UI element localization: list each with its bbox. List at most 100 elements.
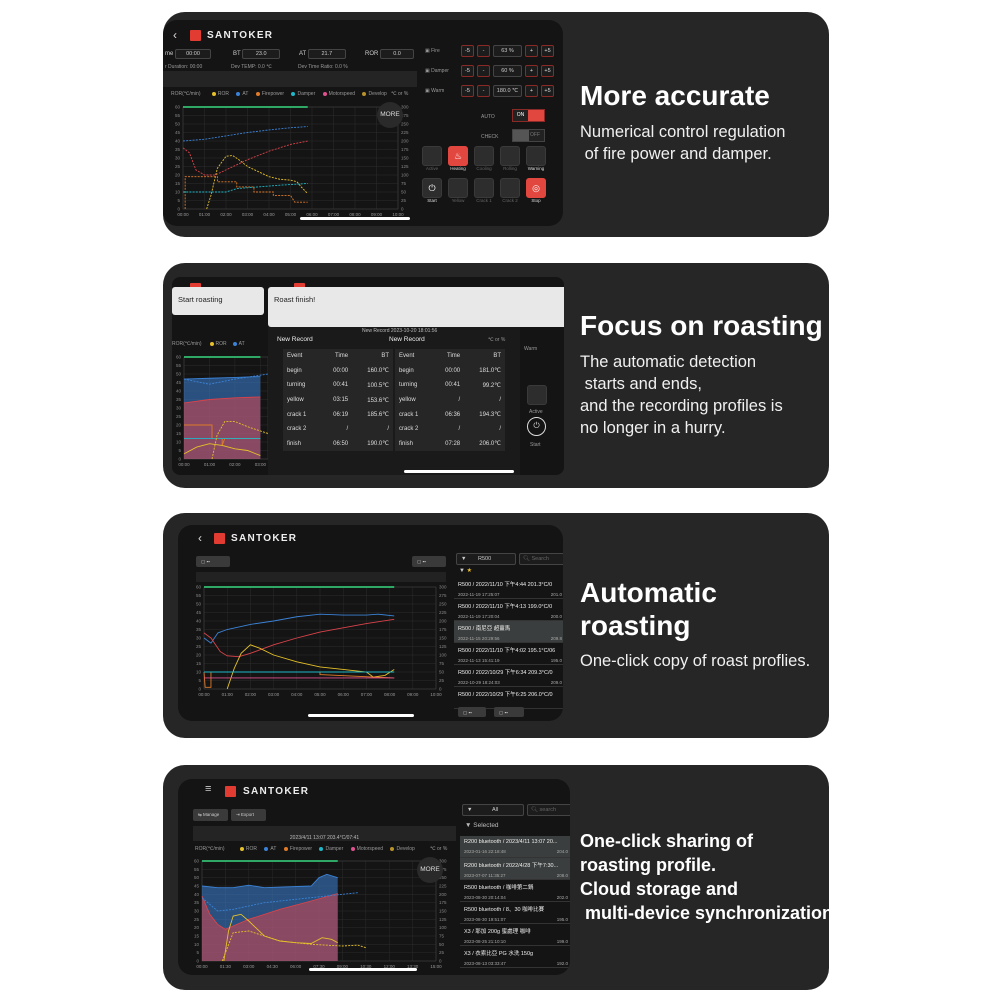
auto-toggle[interactable]: ON — [512, 109, 545, 122]
search-input[interactable]: 🔍︎ search — [527, 804, 570, 816]
minus-button[interactable]: - — [477, 85, 490, 97]
filter-dropdown[interactable]: ▼ All — [462, 804, 524, 816]
table-cell: 181.0℃ — [479, 368, 501, 375]
y-tick-label: 40 — [194, 892, 200, 897]
profile-list-item[interactable]: R500 / 2022/11/10 下午4:13 199.0°C/0 2022-1… — [454, 599, 563, 621]
app-screenshot-profiles: ‹ SANTOKER ▢ ▪▪ ▢ ▪▪ 00:00 01:00 02:00 03:0… — [178, 525, 563, 721]
profile-list-item[interactable]: R500 / 2022/11/10 下午4:02 195.1°C/06 2022-… — [454, 643, 563, 665]
table-cell: 06:36 — [445, 411, 461, 418]
profile-list-item[interactable]: R500 bluetooth / 咖啡第二鍋 2023-08-30 20:14:0… — [460, 880, 570, 902]
y-tick-label: 20 — [176, 423, 182, 428]
rolling-icon — [500, 146, 520, 166]
y-tick-label: 40 — [175, 139, 181, 144]
crack-2-button[interactable]: Crack 2 — [499, 178, 521, 203]
search-input[interactable]: 🔍︎ Search — [519, 553, 563, 565]
x-tick-label: 00:00 — [178, 462, 190, 467]
minus-button[interactable]: - — [477, 45, 490, 57]
cooling-button[interactable]: Cooling — [473, 146, 495, 171]
feature-card-automatic: ‹ SANTOKER ▢ ▪▪ ▢ ▪▪ 00:00 01:00 02:00 03:0… — [163, 513, 829, 738]
heating-button[interactable]: ♨ Heating — [447, 146, 469, 171]
plus-5-button[interactable]: +5 — [541, 85, 554, 97]
table-cell: 00:41 — [445, 382, 461, 389]
back-icon[interactable]: ‹ — [173, 28, 177, 42]
y-tick-label: 5 — [177, 198, 180, 203]
profile-list-item[interactable]: R200 bluetooth / 2022/4/28 下午7:30... 2023… — [460, 858, 570, 880]
y2-tick-label: 75 — [401, 181, 407, 186]
plus-5-button[interactable]: +5 — [541, 65, 554, 77]
table-row: turning 00:41 100.5℃ — [283, 378, 393, 393]
y-tick-label: 0 — [198, 687, 201, 692]
minus-button[interactable]: - — [477, 65, 490, 77]
x-tick-label: 06:00 — [290, 964, 302, 969]
power-icon[interactable]: ⏻ — [527, 417, 546, 436]
table-cell: turning — [287, 382, 306, 389]
table-cell: 206.0℃ — [479, 441, 501, 448]
profile-list-item[interactable]: R500 / 2022/10/29 下午6:34 209.3°C/0 2022-1… — [454, 665, 563, 687]
plus-button[interactable]: + — [525, 65, 538, 77]
profile-list-item[interactable]: R200 bluetooth / 2023/4/11 13:07 20... 20… — [460, 836, 570, 858]
y-tick-label: 45 — [176, 380, 182, 385]
profile-title: R500 / 2022/10/29 下午6:25 206.0°C/0 — [458, 692, 553, 698]
plus-button[interactable]: + — [525, 85, 538, 97]
y-tick-label: 15 — [175, 181, 181, 186]
export-button[interactable]: ⇥ Export — [231, 809, 266, 821]
feature-description: Numerical control regulation of fire pow… — [580, 123, 786, 163]
manage-button[interactable]: ⇆ Manage — [193, 809, 228, 821]
more-button[interactable]: MORE — [417, 857, 443, 883]
chart-legend: ROR(℃/min) ROR AT Firepower Damper Motor… — [171, 91, 387, 97]
x-tick-label: 03:00 — [243, 964, 255, 969]
y-tick-label: 0 — [177, 207, 180, 212]
yellow-button[interactable]: Yellow — [447, 178, 469, 203]
crack-1-button[interactable]: Crack 1 — [473, 178, 495, 203]
active-button[interactable] — [527, 385, 547, 405]
y-tick-label: 25 — [194, 917, 200, 922]
list-action-button-2[interactable]: ▢ ▪▪ — [494, 707, 524, 717]
control-value: 60 % — [493, 65, 522, 77]
active-button[interactable]: Active — [421, 146, 443, 171]
list-action-button-1[interactable]: ▢ ▪▪ — [458, 707, 486, 717]
edit-profile-button[interactable]: ▢ ▪▪ — [196, 556, 230, 567]
stop-button[interactable]: ◎ Stop — [525, 178, 547, 203]
check-toggle[interactable]: OFF — [512, 129, 545, 142]
more-button[interactable]: MORE — [377, 102, 403, 128]
profile-title: X3 / 衣索比亞 PG 水洗 150g — [464, 951, 534, 957]
y-tick-label: 10 — [196, 670, 202, 675]
plus-5-button[interactable]: +5 — [541, 45, 554, 57]
back-icon[interactable]: ‹ — [198, 531, 202, 545]
favorites-toggle[interactable]: ▼ ★ — [459, 568, 472, 574]
series-area-bt — [202, 893, 338, 961]
x-tick-label: 10:00 — [392, 212, 404, 217]
profile-list-item[interactable]: R500 / 2022/11/10 下午4:44 201.3°C/0 2022-1… — [454, 577, 563, 599]
profile-title: X3 / 耶加 200g 蜜處理 咖啡 — [464, 929, 531, 935]
control-label: ▣ Warm — [425, 88, 445, 94]
roast-finish-dialog: Roast finish! — [268, 287, 564, 327]
x-tick-label: 05:00 — [285, 212, 297, 217]
y2-tick-label: 225 — [439, 884, 447, 889]
active-label: Active — [529, 409, 543, 415]
rolling-button[interactable]: Rolling — [499, 146, 521, 171]
y2-tick-label: 225 — [401, 130, 409, 135]
y2-tick-label: 25 — [439, 950, 445, 955]
profile-list-item[interactable]: X3 / 耶加 200g 蜜處理 咖啡 2023-08-25 21:10:10 19… — [460, 924, 570, 946]
hamburger-menu-icon[interactable]: ≡ — [205, 783, 212, 795]
control-label: ▣ Damper — [425, 68, 449, 74]
start-button[interactable]: ⏻ Start — [421, 178, 443, 203]
table-cell: / — [387, 426, 389, 433]
profile-list-item[interactable]: R500 / 2022/10/29 下午6:25 206.0°C/0 — [454, 687, 563, 709]
start-label: Start — [530, 442, 541, 448]
profile-list-item[interactable]: X3 / 衣索比亞 PG 水洗 150g 2023-08-13 03:33:47 1… — [460, 946, 570, 968]
copy-profile-button[interactable]: ▢ ▪▪ — [412, 556, 446, 567]
home-indicator — [309, 968, 417, 971]
profile-list-item[interactable]: R500 bluetooth / 8、30 咖啡比賽 2023-08-30 19:… — [460, 902, 570, 924]
minus-5-button[interactable]: -5 — [461, 45, 474, 57]
y2-tick-label: 300 — [401, 105, 409, 110]
selected-section-toggle[interactable]: ▼ Selected — [465, 822, 499, 829]
filter-dropdown[interactable]: ▼ R500 — [456, 553, 516, 565]
warning-button[interactable]: Warning — [525, 146, 547, 171]
plus-button[interactable]: + — [525, 45, 538, 57]
minus-5-button[interactable]: -5 — [461, 65, 474, 77]
control-value: 63 % — [493, 45, 522, 57]
minus-5-button[interactable]: -5 — [461, 85, 474, 97]
profile-list-item[interactable]: R500 / 南尼亞 超薑馬 2022-11-15 20:29:56 209.8 — [454, 621, 563, 643]
brand-name: SANTOKER — [231, 533, 298, 544]
